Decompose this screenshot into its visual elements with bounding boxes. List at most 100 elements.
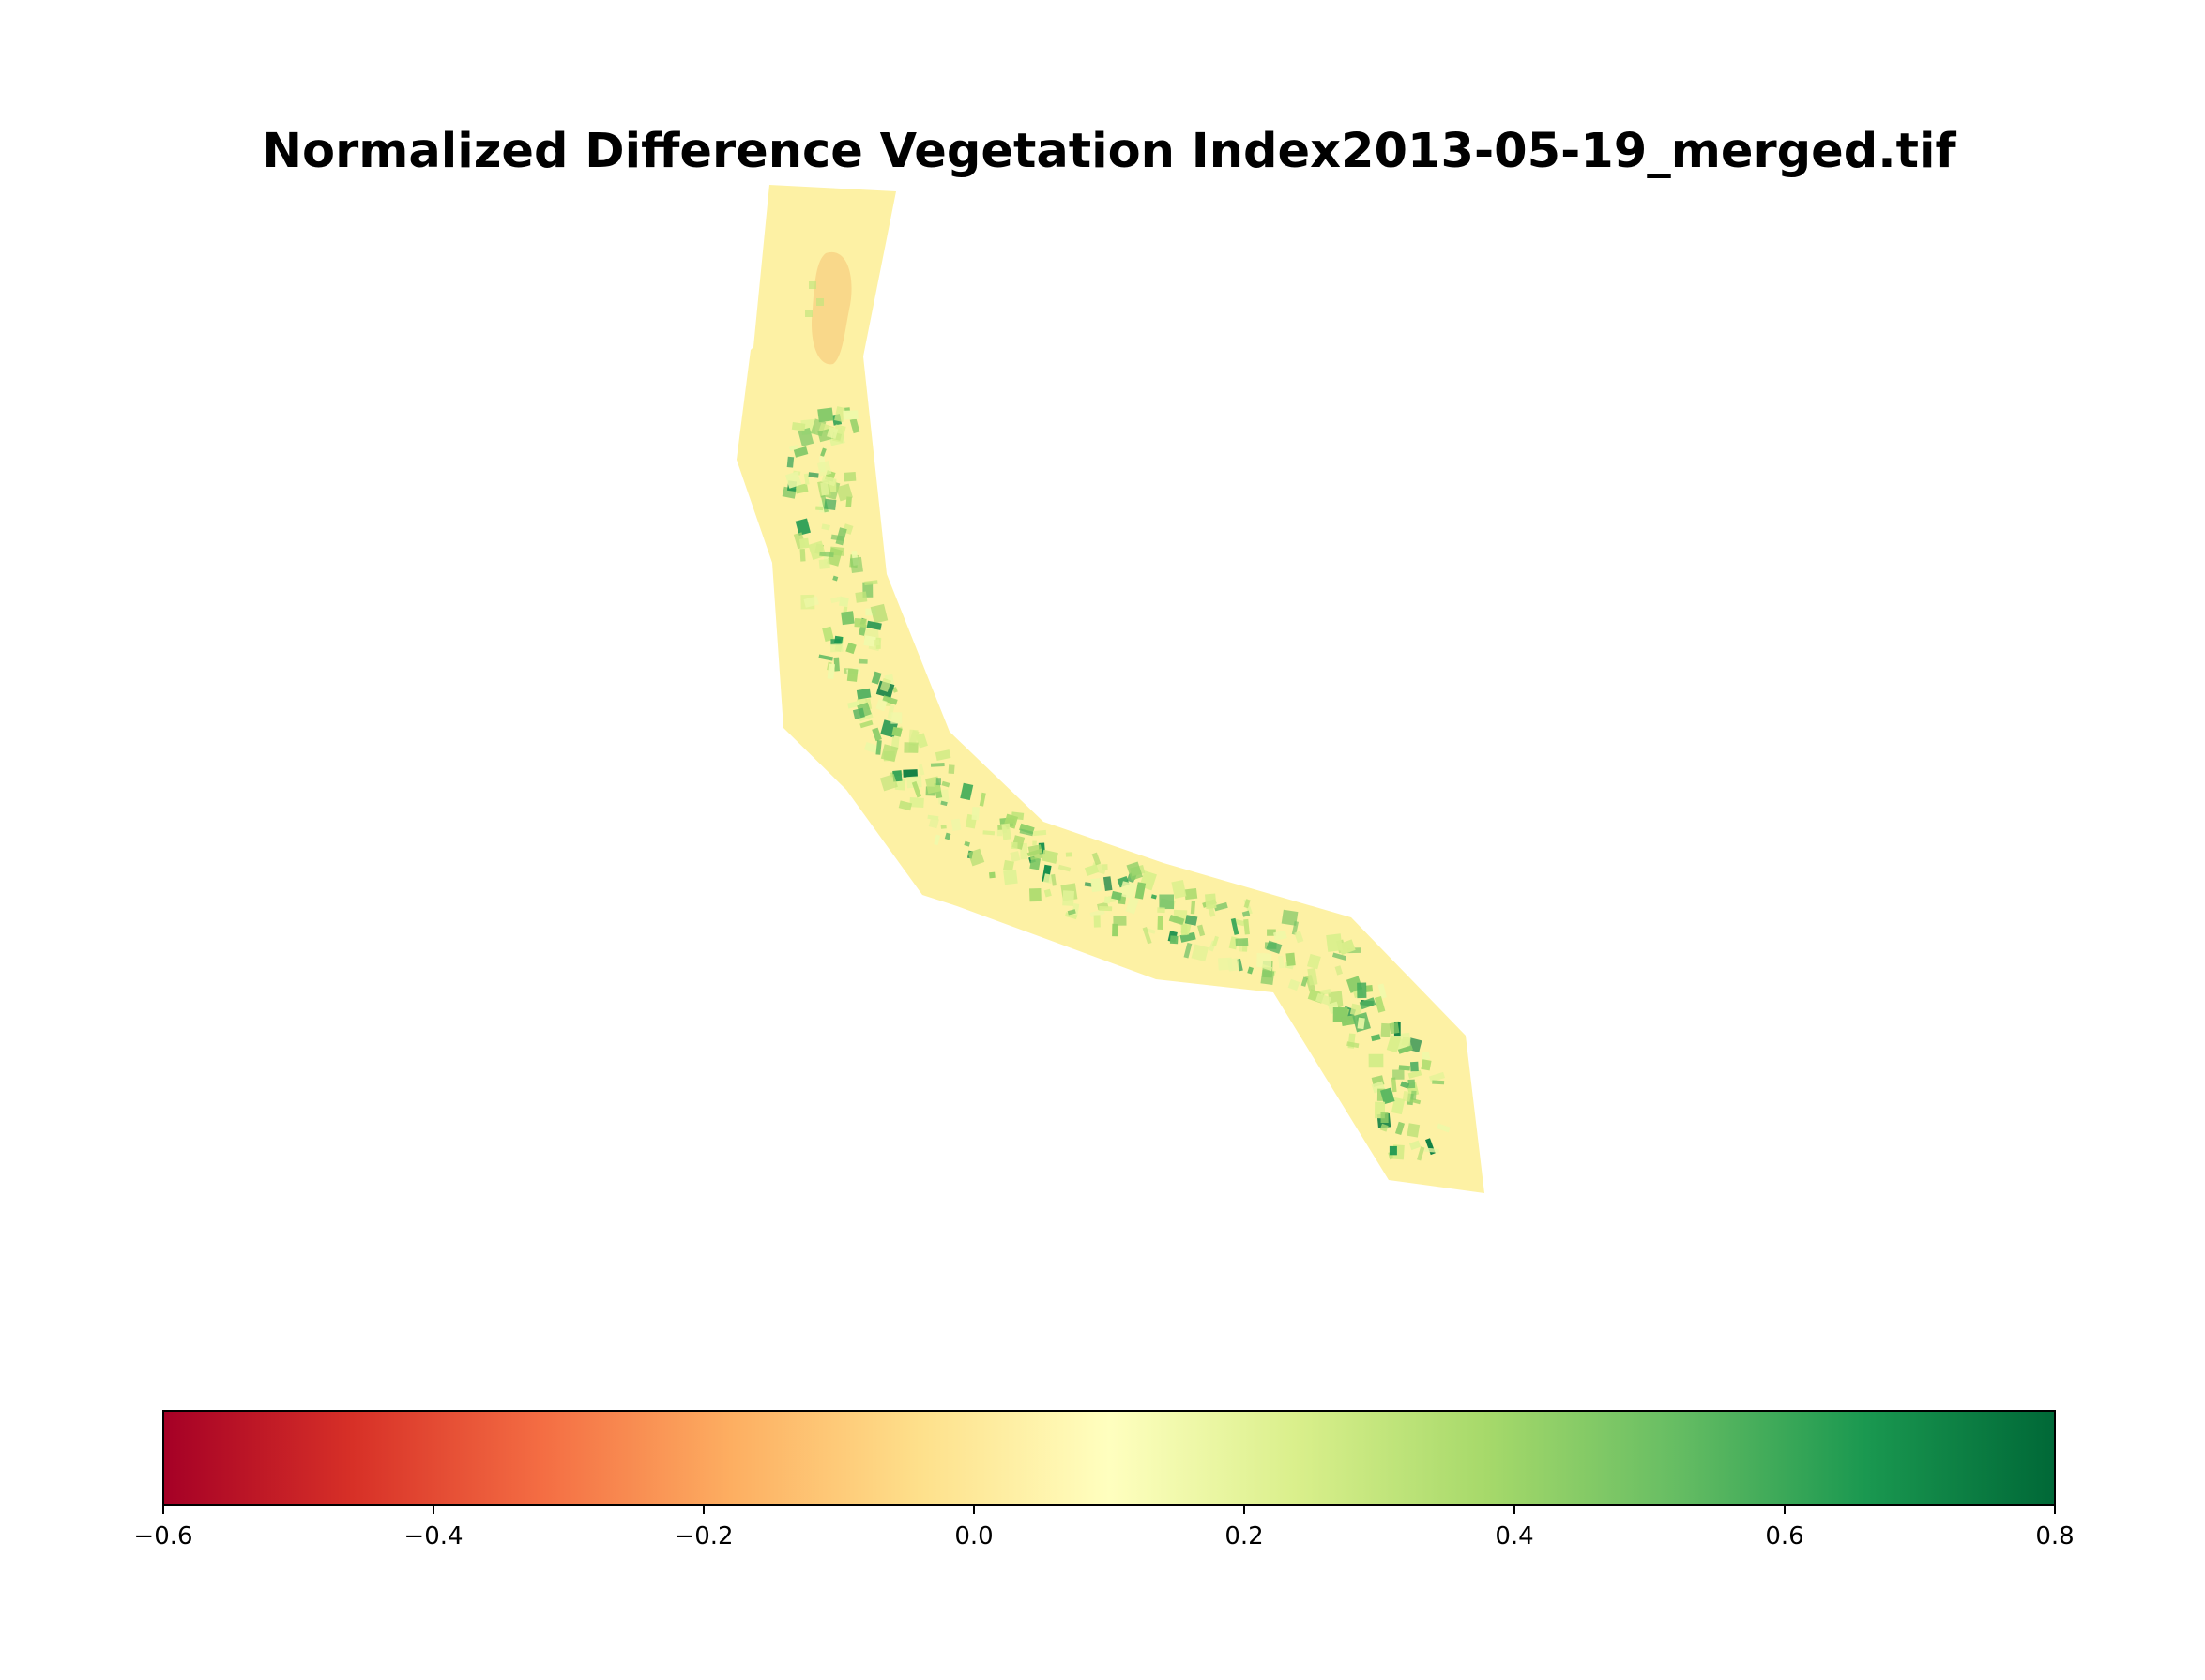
vegetation-field bbox=[1386, 1035, 1402, 1053]
vegetation-field bbox=[1032, 829, 1047, 837]
vegetation-field bbox=[1103, 896, 1111, 904]
vegetation-field bbox=[1341, 1015, 1357, 1026]
vegetation-field bbox=[1026, 848, 1043, 857]
river-corridor-strip bbox=[737, 185, 1484, 1193]
vegetation-field bbox=[1180, 924, 1188, 936]
vegetation-field bbox=[1357, 1017, 1365, 1030]
vegetation-field bbox=[834, 406, 846, 423]
vegetation-field bbox=[798, 427, 814, 446]
vegetation-field bbox=[1205, 893, 1217, 910]
vegetation-field bbox=[799, 548, 806, 562]
vegetation-field bbox=[815, 506, 824, 511]
dry-patch bbox=[811, 251, 852, 365]
vegetation-field bbox=[795, 483, 809, 494]
vegetation-field bbox=[830, 596, 843, 604]
vegetation-field bbox=[1307, 967, 1318, 986]
vegetation-field bbox=[1306, 953, 1321, 970]
vegetation-field bbox=[1278, 955, 1285, 969]
colorbar-tick-label: −0.6 bbox=[133, 1522, 192, 1551]
vegetation-field bbox=[1091, 852, 1102, 866]
vegetation-field bbox=[1084, 882, 1093, 887]
vegetation-field bbox=[872, 727, 882, 742]
vegetation-field bbox=[935, 749, 951, 762]
vegetation-field bbox=[789, 444, 799, 452]
vegetation-field bbox=[1064, 912, 1078, 920]
vegetation-field bbox=[1119, 881, 1137, 900]
vegetation-field bbox=[1111, 890, 1122, 901]
vegetation-field bbox=[1365, 985, 1374, 992]
vegetation-field bbox=[940, 800, 948, 807]
vegetation-field bbox=[898, 800, 913, 811]
vegetation-field bbox=[891, 687, 898, 693]
vegetation-field bbox=[844, 472, 857, 482]
vegetation-field bbox=[836, 483, 853, 502]
vegetation-field bbox=[1112, 923, 1118, 937]
vegetation-field bbox=[890, 712, 903, 724]
vegetation-field bbox=[915, 733, 928, 749]
vegetation-field bbox=[1042, 873, 1054, 885]
vegetation-field bbox=[846, 668, 859, 682]
vegetation-field bbox=[1334, 965, 1344, 976]
vegetation-field bbox=[835, 527, 847, 546]
vegetation-field bbox=[948, 764, 955, 774]
vegetation-field bbox=[1019, 828, 1034, 837]
vegetation-field bbox=[996, 829, 1003, 837]
vegetation-field bbox=[940, 825, 947, 829]
vegetation-field bbox=[879, 677, 891, 692]
vegetation-field bbox=[1067, 909, 1076, 916]
vegetation-field bbox=[1337, 939, 1356, 956]
vegetation-field bbox=[1410, 1090, 1417, 1100]
vegetation-field bbox=[821, 523, 830, 531]
vegetation-field bbox=[820, 481, 829, 496]
vegetation-field bbox=[903, 769, 918, 778]
vegetation-field bbox=[1230, 917, 1239, 935]
vegetation-field bbox=[1407, 1079, 1416, 1089]
vegetation-field bbox=[934, 834, 941, 846]
vegetation-field bbox=[809, 281, 816, 289]
vegetation-field bbox=[982, 830, 996, 836]
vegetation-field bbox=[1432, 1080, 1445, 1085]
vegetation-field bbox=[1424, 1147, 1439, 1153]
vegetation-field bbox=[941, 780, 950, 788]
vegetation-field bbox=[1402, 1091, 1412, 1102]
vegetation-field bbox=[839, 596, 849, 608]
vegetation-field bbox=[1183, 942, 1193, 959]
colorbar-tick-label: 0.6 bbox=[1765, 1522, 1803, 1551]
vegetation-field bbox=[817, 461, 832, 477]
vegetation-field bbox=[1368, 1053, 1384, 1068]
vegetation-field bbox=[849, 417, 860, 434]
vegetation-field bbox=[1125, 897, 1139, 915]
vegetation-field bbox=[1211, 935, 1219, 947]
vegetation-field bbox=[1157, 916, 1163, 930]
vegetation-field bbox=[1065, 852, 1073, 857]
vegetation-field bbox=[820, 447, 827, 457]
vegetation-field bbox=[1184, 915, 1198, 926]
vegetation-field bbox=[1247, 966, 1254, 975]
vegetation-field bbox=[1287, 978, 1300, 991]
vegetation-field bbox=[1057, 864, 1072, 872]
vegetation-field bbox=[784, 471, 802, 489]
map-title: Normalized Difference Vegetation Index20… bbox=[262, 124, 1956, 179]
vegetation-field bbox=[918, 764, 925, 776]
vegetation-field bbox=[930, 762, 945, 767]
vegetation-field bbox=[909, 797, 924, 808]
vegetation-field bbox=[971, 806, 980, 821]
colorbar: −0.6 −0.4 −0.2 0.0 0.2 0.4 0.6 0.8 bbox=[133, 1410, 2075, 1551]
vegetation-field bbox=[1062, 890, 1074, 906]
vegetation-fields bbox=[782, 281, 1451, 1161]
vegetation-field bbox=[1437, 1123, 1451, 1133]
vegetation-field bbox=[1029, 887, 1042, 902]
vegetation-field bbox=[908, 729, 919, 744]
vegetation-field bbox=[1197, 924, 1206, 937]
vegetation-field bbox=[1315, 992, 1331, 1006]
vegetation-field bbox=[1243, 918, 1250, 935]
vegetation-field bbox=[1113, 916, 1127, 926]
vegetation-field bbox=[964, 840, 970, 847]
vegetation-field bbox=[833, 657, 841, 672]
colorbar-tick-label: 0.4 bbox=[1495, 1522, 1533, 1551]
vegetation-field bbox=[979, 792, 986, 807]
vegetation-field bbox=[1084, 864, 1100, 876]
vegetation-field bbox=[1171, 879, 1187, 899]
vegetation-field bbox=[1389, 1022, 1400, 1035]
vegetation-field bbox=[875, 698, 888, 712]
